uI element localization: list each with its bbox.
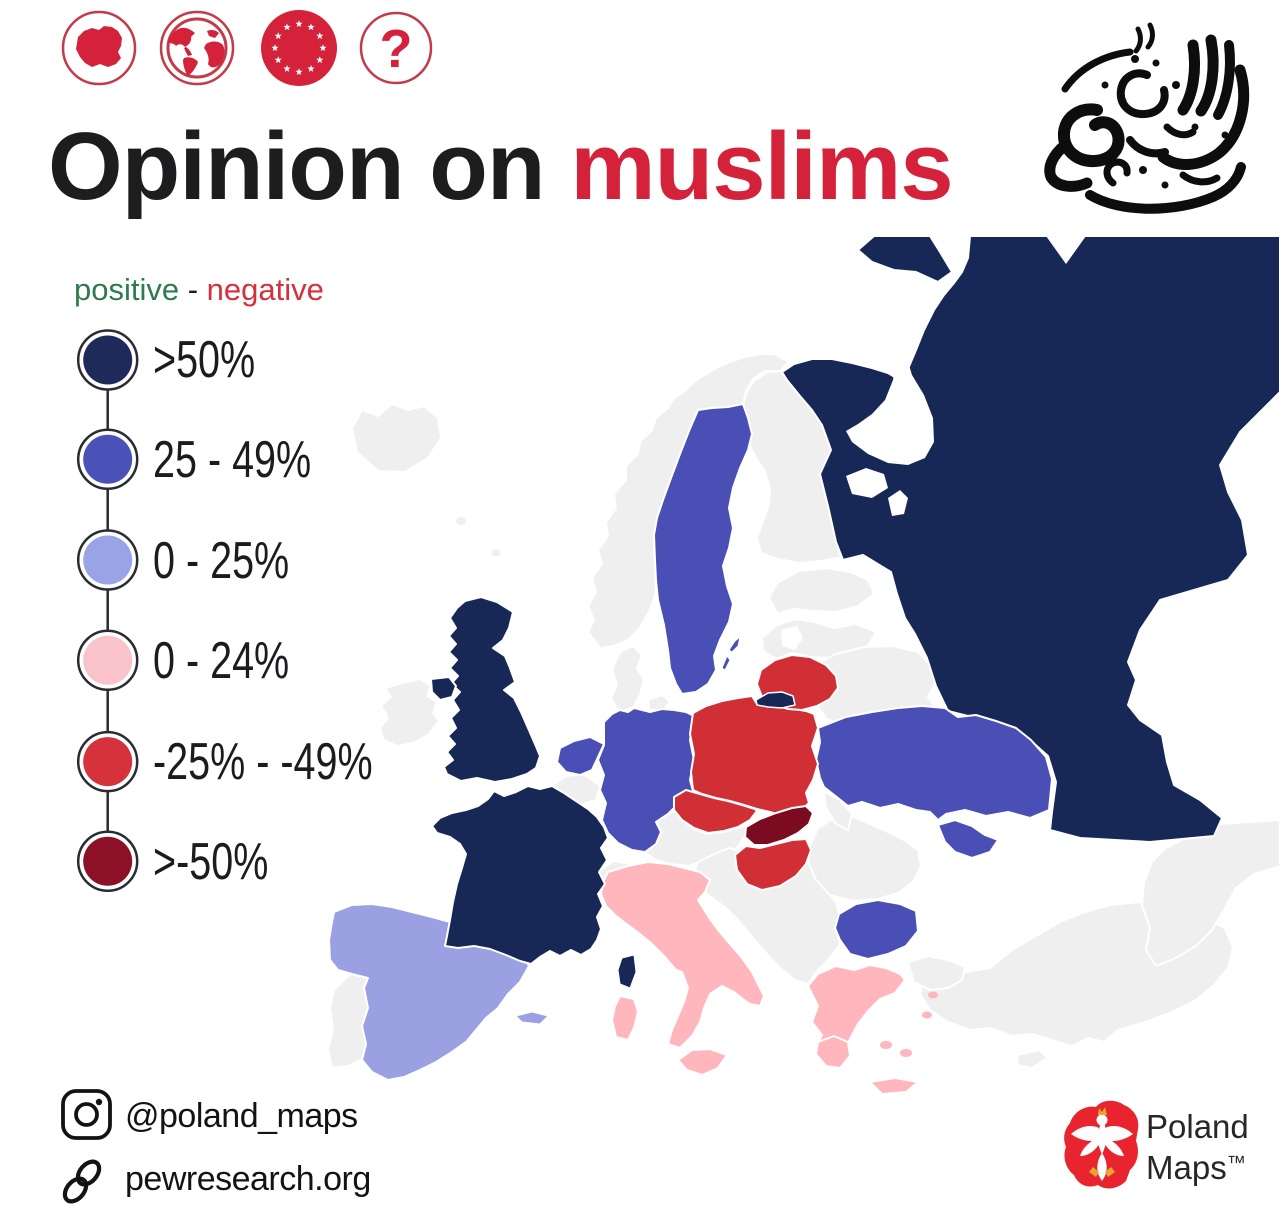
svg-text:?: ? <box>380 19 413 79</box>
